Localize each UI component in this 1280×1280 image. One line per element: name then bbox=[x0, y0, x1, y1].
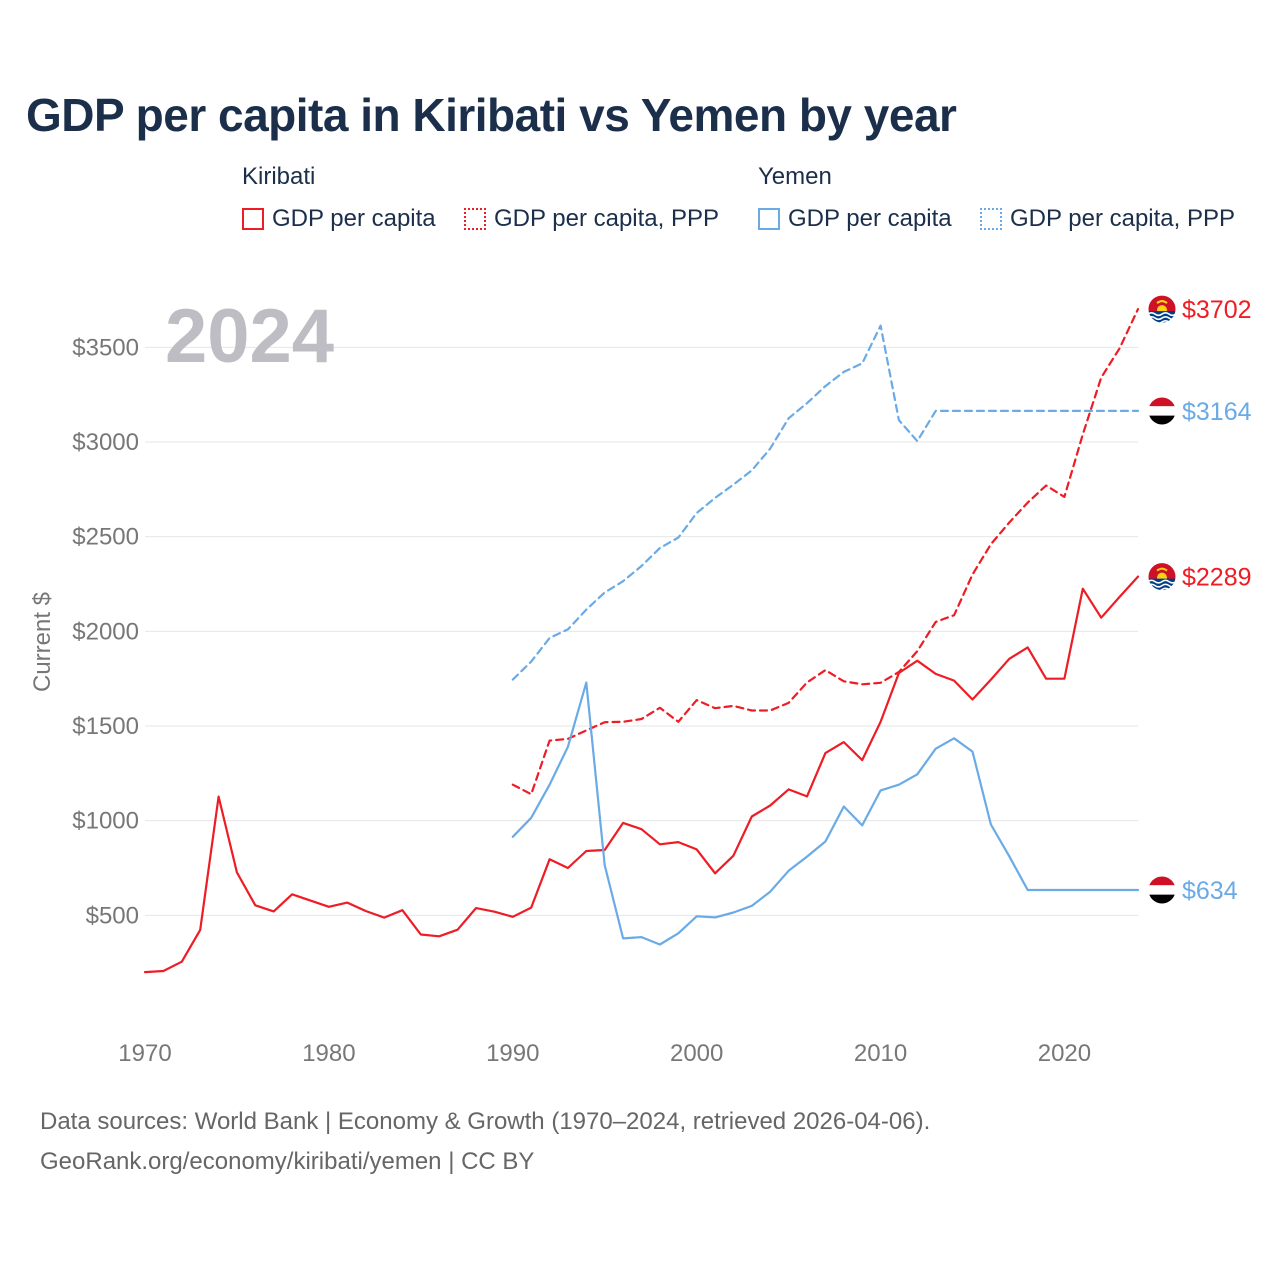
legend-swatch-solid-blue bbox=[758, 208, 780, 230]
series-line-yemen-gdp[interactable] bbox=[511, 681, 1140, 946]
y-tick-label: $500 bbox=[86, 902, 139, 929]
y-tick-label: $2000 bbox=[72, 618, 139, 645]
y-tick-label: $2500 bbox=[72, 524, 139, 551]
chart-title: GDP per capita in Kiribati vs Yemen by y… bbox=[26, 89, 957, 141]
y-axis-title: Current $ bbox=[29, 592, 56, 692]
end-value-label: $2289 bbox=[1182, 564, 1252, 592]
yemen-flag-icon bbox=[1148, 875, 1176, 904]
y-tick-label: $3500 bbox=[72, 334, 139, 361]
grid-layer bbox=[145, 346, 1138, 916]
series-line-kiribati-ppp[interactable] bbox=[511, 308, 1140, 796]
legend-label: GDP per capita bbox=[788, 205, 952, 232]
legend-group-kiribati: Kiribati bbox=[242, 163, 316, 190]
y-tick-label: $3000 bbox=[72, 429, 139, 456]
year-overlay: 2024 bbox=[165, 294, 334, 379]
end-value-label: $3702 bbox=[1182, 296, 1252, 324]
x-tick-label: 2010 bbox=[854, 1040, 907, 1067]
x-tick-label: 1970 bbox=[118, 1040, 171, 1067]
x-tick-label: 1980 bbox=[302, 1040, 355, 1067]
legend-swatch-dotted-blue bbox=[980, 208, 1002, 230]
lines-layer bbox=[143, 308, 1140, 974]
x-tick-label: 1990 bbox=[486, 1040, 539, 1067]
legend-swatch-solid-red bbox=[242, 208, 264, 230]
x-tick-label: 2020 bbox=[1038, 1040, 1091, 1067]
footer-sources: Data sources: World Bank | Economy & Gro… bbox=[40, 1108, 931, 1135]
yemen-flag-icon bbox=[1148, 396, 1176, 425]
series-line-kiribati-gdp[interactable] bbox=[143, 575, 1140, 974]
x-tick-label: 2000 bbox=[670, 1040, 723, 1067]
y-tick-label: $1500 bbox=[72, 713, 139, 740]
legend-group-yemen: Yemen bbox=[758, 163, 832, 190]
legend-item-kiribati-gdp-ppp[interactable]: GDP per capita, PPP bbox=[464, 204, 719, 234]
endlabel-layer: $2289 $3702 $634 $3164 bbox=[1147, 294, 1252, 905]
kiribati-flag-icon bbox=[1148, 295, 1176, 324]
end-value-label: $634 bbox=[1182, 877, 1238, 905]
footer-link[interactable]: GeoRank.org/economy/kiribati/yemen | CC … bbox=[40, 1148, 535, 1175]
legend-label: GDP per capita bbox=[272, 205, 436, 232]
kiribati-flag-icon bbox=[1148, 562, 1176, 591]
y-tick-label: $1000 bbox=[72, 808, 139, 835]
series-line-yemen-ppp[interactable] bbox=[511, 324, 1140, 681]
legend-label: GDP per capita, PPP bbox=[1010, 205, 1235, 232]
legend-label: GDP per capita, PPP bbox=[494, 205, 719, 232]
legend-swatch-dotted-red bbox=[464, 208, 486, 230]
legend-item-yemen-gdp-ppp[interactable]: GDP per capita, PPP bbox=[980, 204, 1235, 234]
legend-item-kiribati-gdp[interactable]: GDP per capita bbox=[242, 204, 436, 234]
legend-item-yemen-gdp[interactable]: GDP per capita bbox=[758, 204, 952, 234]
tick-layer: $500 $1000 $1500 $2000 $2500 $3000 $3500 1970 19… bbox=[72, 334, 1091, 1067]
end-value-label: $3164 bbox=[1182, 398, 1252, 426]
